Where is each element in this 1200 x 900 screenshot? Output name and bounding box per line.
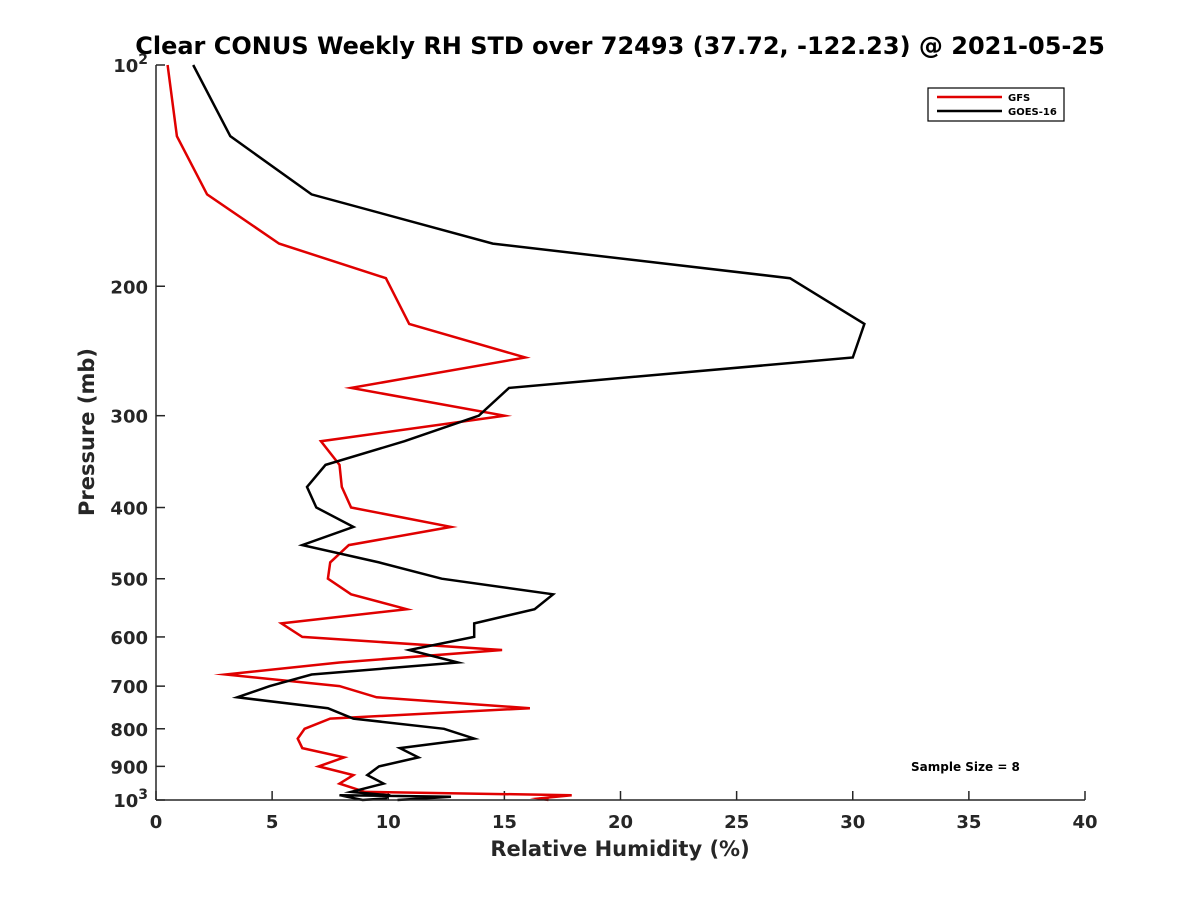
y-tick-label: 103 xyxy=(113,787,148,812)
y-tick-label: 400 xyxy=(110,499,148,520)
y-axis-label: Pressure (mb) xyxy=(75,348,99,516)
x-tick-label: 10 xyxy=(376,812,401,833)
x-tick-label: 25 xyxy=(724,812,749,833)
y-tick-label-exponent: 2 xyxy=(138,52,148,68)
x-tick-label: 0 xyxy=(150,812,163,833)
sample-size-annotation: Sample Size = 8 xyxy=(911,760,1020,774)
series-line-goes16 xyxy=(192,64,866,802)
x-axis-label: Relative Humidity (%) xyxy=(490,837,749,861)
plot-series xyxy=(166,64,866,802)
legend: GFS GOES-16 xyxy=(927,87,1065,122)
series-line-gfs xyxy=(166,64,572,802)
y-tick-label: 200 xyxy=(110,277,148,298)
x-tick-label: 40 xyxy=(1072,812,1097,833)
y-tick-label: 300 xyxy=(110,407,148,428)
chart-title: Clear CONUS Weekly RH STD over 72493 (37… xyxy=(135,32,1105,60)
x-tick-label: 20 xyxy=(608,812,633,833)
legend-label-goes16: GOES-16 xyxy=(1008,107,1057,118)
y-tick-label-exponent: 3 xyxy=(138,787,148,803)
y-tick-label: 900 xyxy=(110,757,148,778)
y-tick-label-base: 10 xyxy=(113,791,138,812)
y-tick-label: 700 xyxy=(110,677,148,698)
axis-ticks: 0 5 10 15 20 25 30 35 40102200300400500600700800… xyxy=(110,52,1097,833)
x-tick-label: 15 xyxy=(492,812,517,833)
plot-area xyxy=(156,65,1085,800)
y-tick-label: 800 xyxy=(110,720,148,741)
y-tick-label-base: 10 xyxy=(113,56,138,77)
y-tick-label: 500 xyxy=(110,570,148,591)
x-tick-label: 30 xyxy=(840,812,865,833)
y-tick-label: 600 xyxy=(110,628,148,649)
legend-box xyxy=(927,87,1065,122)
x-tick-label: 35 xyxy=(956,812,981,833)
legend-label-gfs: GFS xyxy=(1008,93,1030,104)
x-tick-label: 5 xyxy=(266,812,279,833)
y-tick-label: 102 xyxy=(113,52,148,77)
